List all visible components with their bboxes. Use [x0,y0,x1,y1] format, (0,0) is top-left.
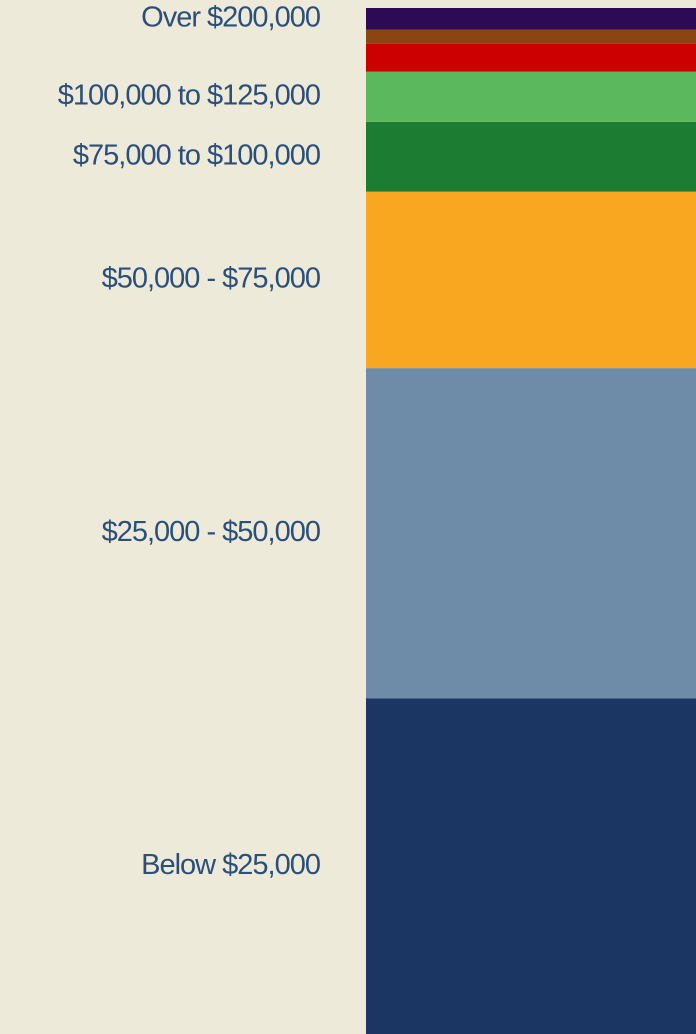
segment-label: $75,000 to $100,000 [73,139,320,171]
bar-segment [366,43,696,72]
bar-segment [366,71,696,122]
segment-label: $100,000 to $125,000 [58,79,320,111]
bar-segment [366,8,696,30]
bar-segment [366,191,696,369]
bar-segment [366,368,696,699]
segment-label: Below $25,000 [141,849,320,881]
bar-segment [366,29,696,44]
bar-segment [366,121,696,192]
segment-label: $50,000 - $75,000 [102,263,320,295]
bar-segment [366,698,696,1034]
segment-label: Over $200,000 [141,1,320,33]
segment-label: $25,000 - $50,000 [102,516,320,548]
